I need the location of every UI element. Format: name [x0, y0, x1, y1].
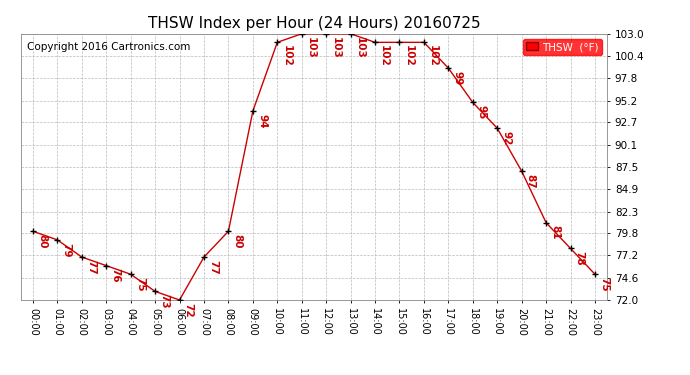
Text: 94: 94 — [257, 114, 267, 128]
Text: 78: 78 — [575, 251, 584, 266]
Text: 72: 72 — [184, 303, 194, 317]
Text: 76: 76 — [110, 268, 120, 283]
Text: 73: 73 — [159, 294, 169, 309]
Title: THSW Index per Hour (24 Hours) 20160725: THSW Index per Hour (24 Hours) 20160725 — [148, 16, 480, 31]
Text: 102: 102 — [404, 45, 413, 67]
Legend: THSW  (°F): THSW (°F) — [522, 39, 602, 55]
Text: 80: 80 — [37, 234, 47, 249]
Text: 75: 75 — [599, 277, 609, 292]
Text: 87: 87 — [526, 174, 536, 189]
Text: 81: 81 — [550, 225, 560, 240]
Text: 102: 102 — [380, 45, 389, 67]
Text: 79: 79 — [61, 243, 72, 257]
Text: 103: 103 — [331, 36, 340, 58]
Text: 75: 75 — [135, 277, 145, 292]
Text: 92: 92 — [502, 131, 511, 146]
Text: 103: 103 — [306, 36, 316, 58]
Text: 103: 103 — [355, 36, 365, 58]
Text: 80: 80 — [233, 234, 243, 249]
Text: 99: 99 — [453, 71, 462, 85]
Text: 77: 77 — [86, 260, 96, 274]
Text: 102: 102 — [428, 45, 438, 67]
Text: Copyright 2016 Cartronics.com: Copyright 2016 Cartronics.com — [26, 42, 190, 52]
Text: 102: 102 — [282, 45, 291, 67]
Text: 95: 95 — [477, 105, 487, 120]
Text: 77: 77 — [208, 260, 218, 274]
